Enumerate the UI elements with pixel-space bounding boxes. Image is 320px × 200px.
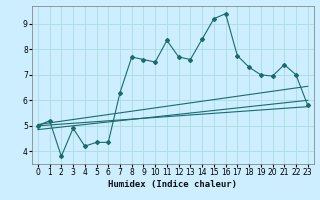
X-axis label: Humidex (Indice chaleur): Humidex (Indice chaleur)	[108, 180, 237, 189]
